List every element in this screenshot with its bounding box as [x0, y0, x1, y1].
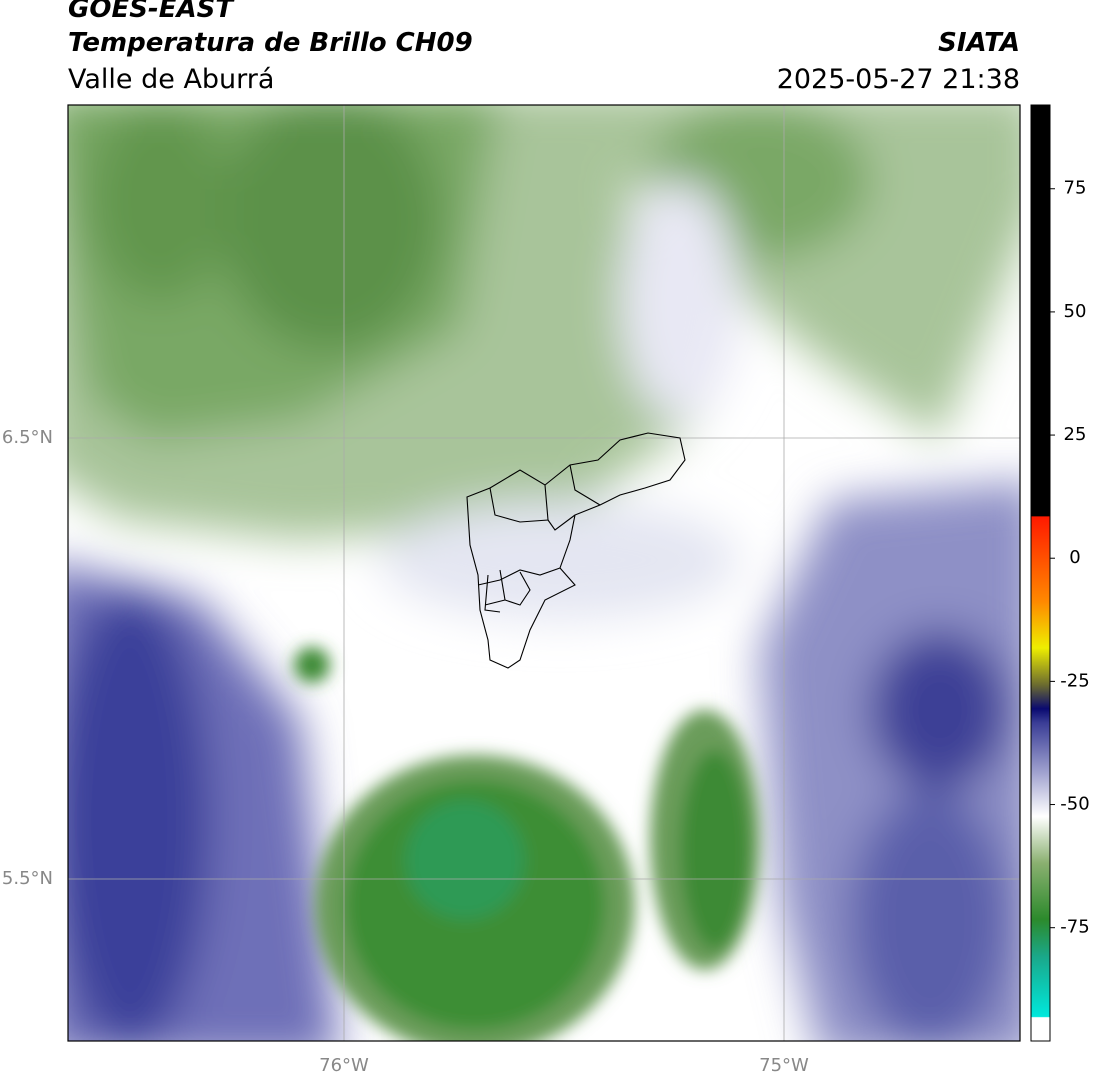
colorbar	[1030, 104, 1051, 1042]
colorbar-tick-label: 50	[1064, 301, 1087, 322]
graticule	[68, 105, 1020, 1041]
satellite-image	[68, 105, 1020, 1041]
lat-label: 5.5°N	[2, 868, 53, 889]
datetime: 2025-05-27 21:38	[776, 64, 1020, 95]
colorbar-tick-label: -50	[1060, 794, 1089, 815]
lon-label: 75°W	[759, 1055, 809, 1076]
lat-label: 6.5°N	[2, 427, 53, 448]
colorbar-tick-label: 75	[1064, 178, 1087, 199]
lon-label: 76°W	[319, 1055, 369, 1076]
source: SIATA	[938, 28, 1020, 58]
colorbar-tick-label: -25	[1060, 670, 1089, 691]
colorbar-tick-label: 25	[1064, 424, 1087, 445]
municipality-boundaries	[466, 432, 686, 669]
subtitle: Temperatura de Brillo CH09	[68, 28, 473, 58]
colorbar-tick-label: -75	[1060, 917, 1089, 938]
title: GOES-EAST	[68, 0, 234, 24]
region: Valle de Aburrá	[68, 64, 275, 95]
map-frame	[67, 104, 1021, 1042]
colorbar-tick-label: 0	[1069, 547, 1080, 568]
